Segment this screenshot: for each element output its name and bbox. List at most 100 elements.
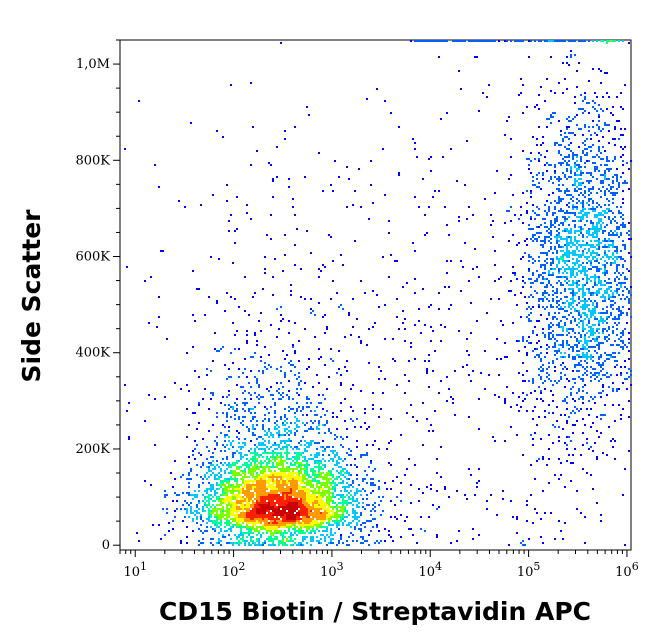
event-dot (226, 456, 228, 458)
event-dot (612, 332, 614, 334)
event-dot (268, 412, 270, 414)
event-dot (332, 190, 334, 192)
event-dot (276, 512, 278, 514)
event-dot (600, 82, 602, 84)
event-dot (596, 266, 598, 268)
event-dot (334, 456, 336, 458)
event-dot (256, 340, 258, 342)
event-dot (250, 504, 252, 506)
event-dot (550, 224, 552, 226)
event-dot (248, 486, 250, 488)
event-dot (592, 302, 594, 304)
event-dot (234, 494, 236, 496)
event-dot (224, 310, 226, 312)
event-dot (244, 438, 246, 440)
event-dot (604, 216, 606, 218)
event-dot (320, 500, 322, 502)
event-dot (248, 382, 250, 384)
event-dot (292, 344, 294, 346)
event-dot (538, 208, 540, 210)
event-dot (614, 256, 616, 258)
event-dot (240, 448, 242, 450)
plot-frame (119, 39, 632, 551)
event-dot (494, 280, 496, 282)
event-dot (258, 490, 260, 492)
event-dot (576, 180, 578, 182)
event-dot (186, 508, 188, 510)
event-dot (584, 312, 586, 314)
event-dot (572, 432, 574, 434)
event-dot (260, 500, 262, 502)
event-dot (626, 268, 628, 270)
event-dot (354, 492, 356, 494)
event-dot (582, 172, 584, 174)
event-dot (352, 384, 354, 386)
event-dot (614, 246, 616, 248)
event-dot (294, 456, 296, 458)
event-dot (414, 464, 416, 466)
event-dot (592, 176, 594, 178)
event-dot (224, 436, 226, 438)
event-dot (324, 512, 326, 514)
event-dot (566, 230, 568, 232)
event-dot (264, 478, 266, 480)
event-dot (596, 232, 598, 234)
event-dot (316, 512, 318, 514)
event-dot (602, 312, 604, 314)
event-dot (336, 484, 338, 486)
event-dot (234, 502, 236, 504)
event-dot (592, 324, 594, 326)
event-dot (588, 346, 590, 348)
event-dot (616, 206, 618, 208)
event-dot (620, 340, 622, 342)
event-dot (422, 492, 424, 494)
event-dot (182, 504, 184, 506)
event-dot (536, 186, 538, 188)
event-dot (486, 40, 488, 42)
event-dot (300, 490, 302, 492)
event-dot (308, 498, 310, 500)
event-dot (608, 358, 610, 360)
event-dot (522, 150, 524, 152)
event-dot (590, 192, 592, 194)
event-dot (606, 158, 608, 160)
event-dot (470, 40, 472, 42)
event-dot (252, 468, 254, 470)
event-dot (222, 458, 224, 460)
event-dot (552, 258, 554, 260)
event-dot (330, 432, 332, 434)
event-dot (298, 504, 300, 506)
event-dot (236, 502, 238, 504)
event-dot (222, 482, 224, 484)
event-dot (598, 380, 600, 382)
event-dot (278, 462, 280, 464)
event-dot (362, 488, 364, 490)
event-dot (588, 356, 590, 358)
event-dot (258, 512, 260, 514)
event-dot (208, 502, 210, 504)
event-dot (560, 210, 562, 212)
event-dot (582, 322, 584, 324)
event-dot (282, 478, 284, 480)
event-dot (564, 260, 566, 262)
event-dot (588, 146, 590, 148)
event-dot (564, 228, 566, 230)
event-dot (418, 308, 420, 310)
event-dot (232, 440, 234, 442)
event-dot (250, 440, 252, 442)
event-dot (554, 142, 556, 144)
event-dot (538, 306, 540, 308)
event-dot (236, 430, 238, 432)
event-dot (534, 290, 536, 292)
event-dot (288, 478, 290, 480)
event-dot (414, 278, 416, 280)
event-dot (212, 468, 214, 470)
event-dot (322, 508, 324, 510)
event-dot (244, 500, 246, 502)
event-dot (288, 380, 290, 382)
event-dot (564, 306, 566, 308)
event-dot (628, 302, 630, 304)
event-dot (370, 478, 372, 480)
event-dot (580, 216, 582, 218)
event-dot (522, 276, 524, 278)
